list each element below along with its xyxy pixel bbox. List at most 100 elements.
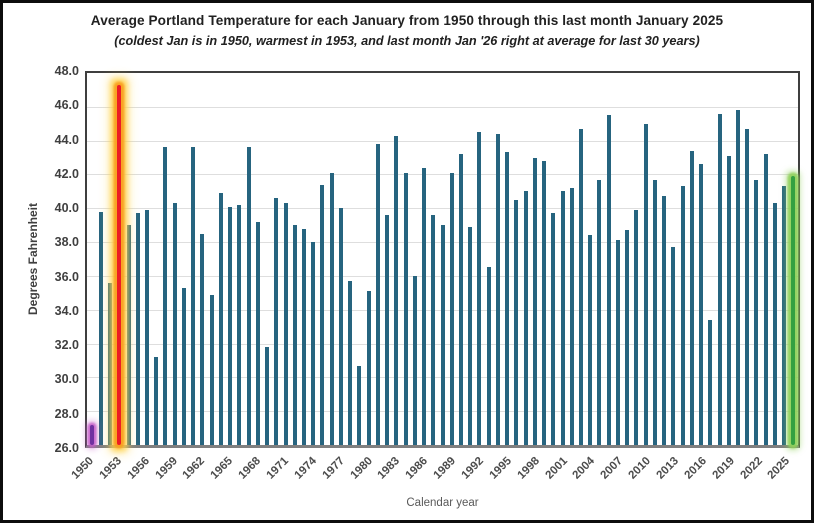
chart-title: Average Portland Temperature for each Ja… — [90, 13, 724, 28]
bar-1976 — [329, 172, 334, 445]
bar-2011 — [652, 179, 657, 445]
bar-1986 — [422, 167, 427, 445]
bar-2019 — [726, 155, 731, 445]
y-axis-tick-label: 48.0 — [54, 64, 79, 78]
bar-1974 — [311, 242, 316, 445]
x-axis-tick-label: 1953 — [97, 455, 124, 482]
x-axis-tick-label: 2016 — [682, 455, 709, 482]
y-axis-tick-label: 34.0 — [54, 303, 79, 318]
y-axis-tick-label: 38.0 — [54, 235, 79, 250]
bar-1972 — [292, 225, 297, 445]
y-axis-tick-label: 28.0 — [54, 406, 79, 421]
bar-1973 — [301, 228, 306, 445]
bar-2001 — [560, 191, 565, 445]
bar-1956 — [145, 209, 150, 445]
bar-1988 — [440, 225, 445, 445]
bar-1984 — [403, 172, 408, 445]
bar-2004 — [588, 235, 593, 445]
bar-2010 — [643, 123, 648, 445]
bar-1961 — [191, 147, 196, 445]
x-axis-ticks: 1950 1953 1956 1959 1962 1965 1968 1971 1974 1977… — [70, 452, 800, 496]
x-axis-tick-label: 1989 — [431, 455, 459, 482]
bar-1970 — [274, 198, 279, 445]
bar-1969 — [265, 346, 270, 445]
bar-1994 — [495, 133, 500, 445]
x-axis-tick-label: 1965 — [208, 455, 236, 482]
x-axis-tick-label: 2004 — [570, 455, 598, 482]
bar-2026 — [791, 176, 796, 445]
bar-1983 — [394, 135, 399, 445]
bar-1995 — [505, 152, 510, 445]
x-axis-tick-label: 1959 — [153, 455, 180, 482]
bar-2022 — [754, 179, 759, 445]
x-axis-tick-label: 1971 — [264, 455, 292, 482]
bar-1996 — [514, 199, 519, 445]
bar-1957 — [154, 357, 159, 445]
bar-2021 — [745, 128, 750, 445]
bar-2023 — [763, 154, 768, 445]
gridline — [87, 174, 798, 176]
bar-2015 — [689, 150, 694, 445]
bar-2013 — [671, 247, 676, 445]
bar-2005 — [597, 179, 602, 445]
bar-2002 — [569, 187, 574, 445]
bar-1954 — [126, 225, 131, 445]
bar-1963 — [209, 294, 214, 445]
bar-1952 — [108, 282, 113, 445]
bar-2008 — [625, 230, 630, 445]
y-axis-ticks: 48.0 46.0 44.0 42.0 40.0 38.0 36.0 34.0 32.0 30.0… — [37, 64, 79, 455]
x-axis-tick-label: 2019 — [710, 455, 737, 482]
bar-2018 — [717, 113, 722, 445]
x-axis-tick-label: 1980 — [348, 455, 375, 482]
bar-1993 — [486, 267, 491, 445]
bar-1958 — [163, 147, 168, 445]
chart-subtitle: (coldest Jan is in 1950, warmest in 1953… — [114, 34, 700, 48]
plot-area — [85, 71, 800, 448]
bar-2003 — [579, 128, 583, 445]
bar-1987 — [431, 215, 436, 445]
x-axis-tick-label: 2010 — [626, 455, 654, 482]
bar-1971 — [283, 203, 288, 445]
bar-1959 — [172, 203, 177, 445]
bar-2014 — [680, 186, 685, 445]
x-axis-tick-label: 1974 — [292, 455, 319, 482]
bar-2024 — [772, 203, 777, 445]
x-axis-tick-label: 1998 — [515, 455, 542, 482]
y-axis-tick-label: 40.0 — [54, 201, 79, 216]
bar-1989 — [449, 172, 454, 445]
bar-2012 — [662, 196, 667, 445]
bar-2020 — [735, 110, 740, 445]
x-axis-tick-label: 2007 — [598, 455, 626, 482]
bar-1975 — [320, 184, 325, 445]
x-axis-tick-label: 1992 — [459, 455, 487, 482]
bar-1955 — [135, 213, 140, 445]
x-axis-tick-label: 2025 — [765, 455, 793, 482]
bar-1980 — [366, 291, 371, 445]
x-axis-tick-label: 1995 — [487, 455, 514, 482]
y-axis-tick-label: 42.0 — [54, 166, 79, 181]
bar-2025 — [782, 186, 787, 445]
bar-1967 — [246, 147, 251, 445]
bar-1951 — [98, 211, 103, 445]
bar-1977 — [338, 208, 343, 445]
bar-1999 — [542, 160, 547, 445]
gridline — [87, 208, 798, 210]
bar-2016 — [699, 164, 704, 445]
x-axis-tick-label: 1968 — [236, 455, 264, 482]
gridline — [87, 140, 798, 142]
bar-2006 — [606, 115, 611, 445]
bar-1985 — [412, 275, 417, 445]
bar-2009 — [634, 209, 639, 445]
bar-1953 — [117, 84, 122, 445]
bar-1981 — [375, 144, 380, 445]
bar-1964 — [218, 193, 223, 445]
x-axis-tick-label: 1950 — [69, 455, 97, 482]
bar-1966 — [237, 204, 242, 445]
x-axis-tick-label: 1983 — [375, 455, 403, 482]
bar-2007 — [615, 240, 620, 445]
y-axis-tick-label: 46.0 — [54, 98, 79, 113]
y-axis-tick-label: 44.0 — [54, 132, 79, 147]
bar-2017 — [708, 319, 713, 445]
y-axis-tick-label: 26.0 — [54, 441, 79, 455]
